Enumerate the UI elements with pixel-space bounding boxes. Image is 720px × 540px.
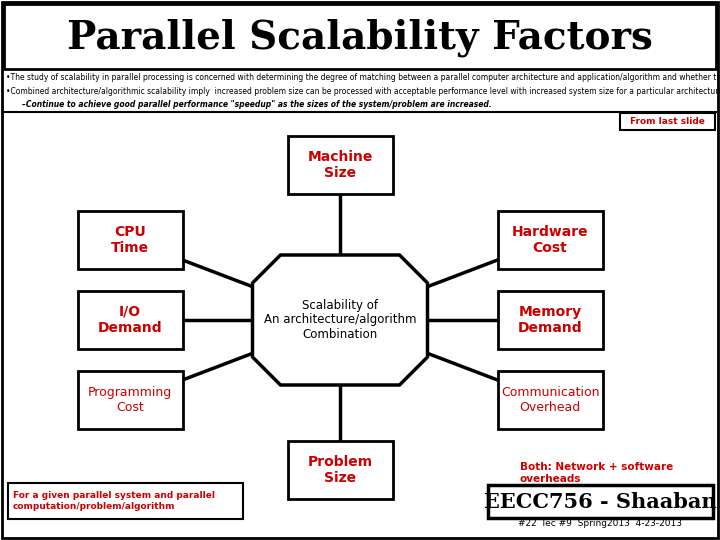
Polygon shape (253, 255, 428, 385)
Text: For a given parallel system and parallel
computation/problem/algorithm: For a given parallel system and parallel… (13, 491, 215, 511)
Text: •Combined architecture/algorithmic scalability imply  increased problem size can: •Combined architecture/algorithmic scala… (6, 87, 720, 96)
Bar (498, 371, 603, 429)
Bar (620, 113, 715, 130)
Text: Communication
Overhead: Communication Overhead (500, 386, 599, 414)
Text: Memory
Demand: Memory Demand (518, 305, 582, 335)
Bar (8, 483, 243, 519)
Bar (78, 371, 182, 429)
Text: Hardware
Cost: Hardware Cost (512, 225, 588, 255)
Bar (498, 291, 603, 349)
Text: Both: Network + software
overheads: Both: Network + software overheads (520, 462, 673, 484)
Text: EECC756 - Shaaban: EECC756 - Shaaban (484, 491, 716, 511)
Text: From last slide: From last slide (629, 117, 704, 126)
Text: I/O
Demand: I/O Demand (98, 305, 162, 335)
Bar (498, 211, 603, 269)
Bar (78, 211, 182, 269)
Text: Problem
Size: Problem Size (307, 455, 372, 485)
Text: #22  lec #9  Spring2013  4-23-2013: #22 lec #9 Spring2013 4-23-2013 (518, 519, 682, 529)
Bar (78, 291, 182, 349)
Bar (4, 4, 716, 69)
Text: •The study of scalability in parallel processing is concerned with determining t: •The study of scalability in parallel pr… (6, 73, 720, 82)
Text: Parallel Scalability Factors: Parallel Scalability Factors (67, 19, 653, 57)
Text: Machine
Size: Machine Size (307, 150, 373, 180)
Bar (488, 485, 713, 518)
Text: –Continue to achieve good parallel performance "speedup" as the sizes of the sys: –Continue to achieve good parallel perfo… (22, 100, 492, 109)
Bar (287, 136, 392, 194)
Bar (287, 441, 392, 499)
Text: Programming
Cost: Programming Cost (88, 386, 172, 414)
Text: Scalability of
An architecture/algorithm
Combination: Scalability of An architecture/algorithm… (264, 299, 416, 341)
Text: CPU
Time: CPU Time (111, 225, 149, 255)
